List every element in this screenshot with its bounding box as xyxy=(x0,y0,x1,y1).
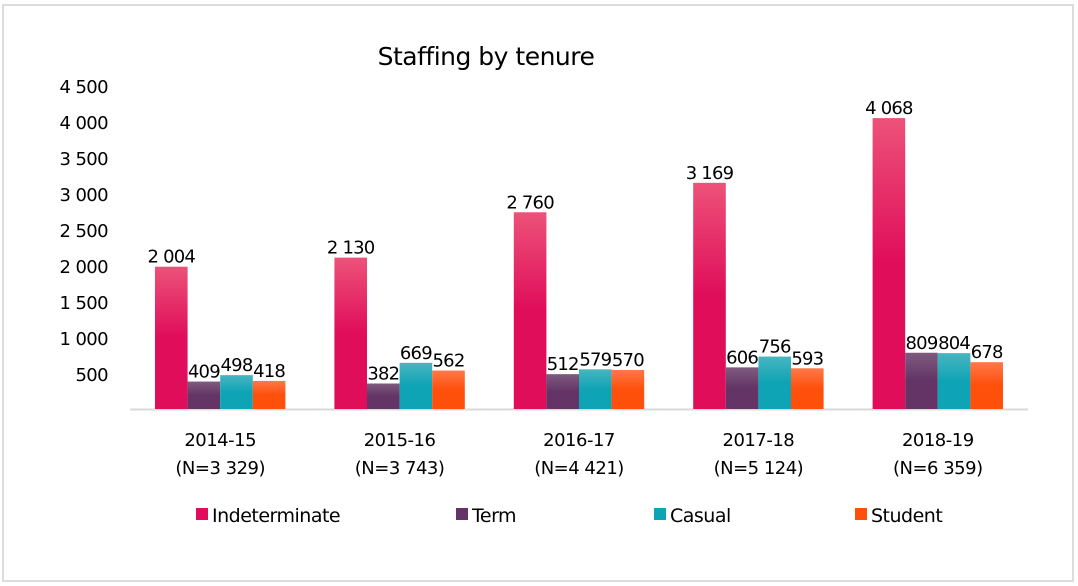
bar-student-2015-16 xyxy=(432,370,465,409)
bar-term-2017-18 xyxy=(725,367,759,409)
data-label: 678 xyxy=(971,342,1003,363)
legend-swatch xyxy=(456,508,468,520)
y-tick-label: 4 000 xyxy=(59,113,108,134)
bar-casual-2014-15 xyxy=(220,375,253,409)
y-tick-label: 1 500 xyxy=(59,293,108,314)
y-tick-label: 2 000 xyxy=(59,257,108,278)
legend-swatch xyxy=(654,508,666,520)
x-tick-sublabel: (N=4 421) xyxy=(534,458,624,479)
legend-label: Casual xyxy=(670,505,731,527)
legend-swatch xyxy=(855,508,867,520)
bar-casual-2017-18 xyxy=(758,356,791,409)
x-tick-label: 2015-16 xyxy=(364,430,436,451)
data-label: 3 169 xyxy=(686,163,734,184)
bar-student-2017-18 xyxy=(791,368,824,409)
legend: Indeterminate Term Casual Student xyxy=(196,505,943,527)
y-tick-label: 3 500 xyxy=(59,149,108,170)
y-axis: 500 1 000 1 500 2 000 2 500 3 000 3 500 4 000 4 … xyxy=(59,77,108,386)
data-label: 418 xyxy=(253,361,285,382)
bar-casual-2016-17 xyxy=(579,369,612,409)
y-tick-label: 500 xyxy=(75,365,108,386)
bar-student-2014-15 xyxy=(252,380,286,409)
x-tick-sublabel: (N=5 124) xyxy=(714,458,804,479)
x-tick-sublabel: (N=3 743) xyxy=(355,458,445,479)
bar-term-2015-16 xyxy=(367,383,400,409)
bar-term-2016-17 xyxy=(546,374,579,409)
x-tick-sublabel: (N=3 329) xyxy=(175,458,265,479)
data-label: 562 xyxy=(433,351,465,372)
x-axis: 2014-15 (N=3 329) 2015-16 (N=3 743) 2016-17 (… xyxy=(175,430,983,479)
x-tick-sublabel: (N=6 359) xyxy=(893,458,983,479)
bar-casual-2015-16 xyxy=(399,362,433,409)
y-tick-label: 2 500 xyxy=(59,221,108,242)
data-label: 593 xyxy=(791,348,823,369)
bar-student-2018-19 xyxy=(970,362,1003,409)
data-label: 669 xyxy=(400,343,432,364)
legend-item-indeterminate: Indeterminate xyxy=(196,505,341,527)
x-tick-label: 2014-15 xyxy=(184,430,256,451)
legend-item-casual: Casual xyxy=(654,505,731,527)
x-tick-label: 2016-17 xyxy=(543,430,615,451)
legend-swatch xyxy=(196,508,208,520)
legend-label: Term xyxy=(471,505,516,527)
data-label: 804 xyxy=(938,333,970,354)
data-label: 2 004 xyxy=(148,247,196,268)
chart-title: Staffing by tenure xyxy=(378,42,595,71)
bar-term-2014-15 xyxy=(187,381,221,409)
bar-indeterminate-2018-19 xyxy=(872,118,906,409)
y-tick-label: 1 000 xyxy=(59,329,108,350)
bars xyxy=(155,118,1003,409)
data-label: 409 xyxy=(188,362,220,383)
data-label: 809 xyxy=(906,333,938,354)
legend-label: Indeterminate xyxy=(212,505,340,527)
data-label: 4 068 xyxy=(865,98,913,119)
data-label: 512 xyxy=(547,354,579,375)
data-label: 2 130 xyxy=(327,238,375,259)
data-label: 382 xyxy=(367,363,399,384)
bar-indeterminate-2017-18 xyxy=(693,182,726,409)
y-tick-label: 4 500 xyxy=(59,77,108,98)
bar-term-2018-19 xyxy=(905,352,938,409)
legend-label: Student xyxy=(871,505,942,527)
bar-indeterminate-2014-15 xyxy=(155,266,188,409)
legend-item-student: Student xyxy=(855,505,943,527)
bar-indeterminate-2016-17 xyxy=(513,212,547,409)
data-label: 756 xyxy=(759,337,791,358)
legend-item-term: Term xyxy=(456,505,517,527)
y-tick-label: 3 000 xyxy=(59,185,108,206)
bar-student-2016-17 xyxy=(611,369,645,409)
bar-indeterminate-2015-16 xyxy=(334,257,367,409)
x-tick-label: 2017-18 xyxy=(723,430,795,451)
bar-casual-2018-19 xyxy=(937,353,971,409)
data-label: 606 xyxy=(726,347,758,368)
x-tick-label: 2018-19 xyxy=(902,430,974,451)
data-label: 579 xyxy=(579,349,611,370)
data-label: 570 xyxy=(612,350,644,371)
data-label: 498 xyxy=(221,355,253,376)
data-label: 2 760 xyxy=(506,192,554,213)
